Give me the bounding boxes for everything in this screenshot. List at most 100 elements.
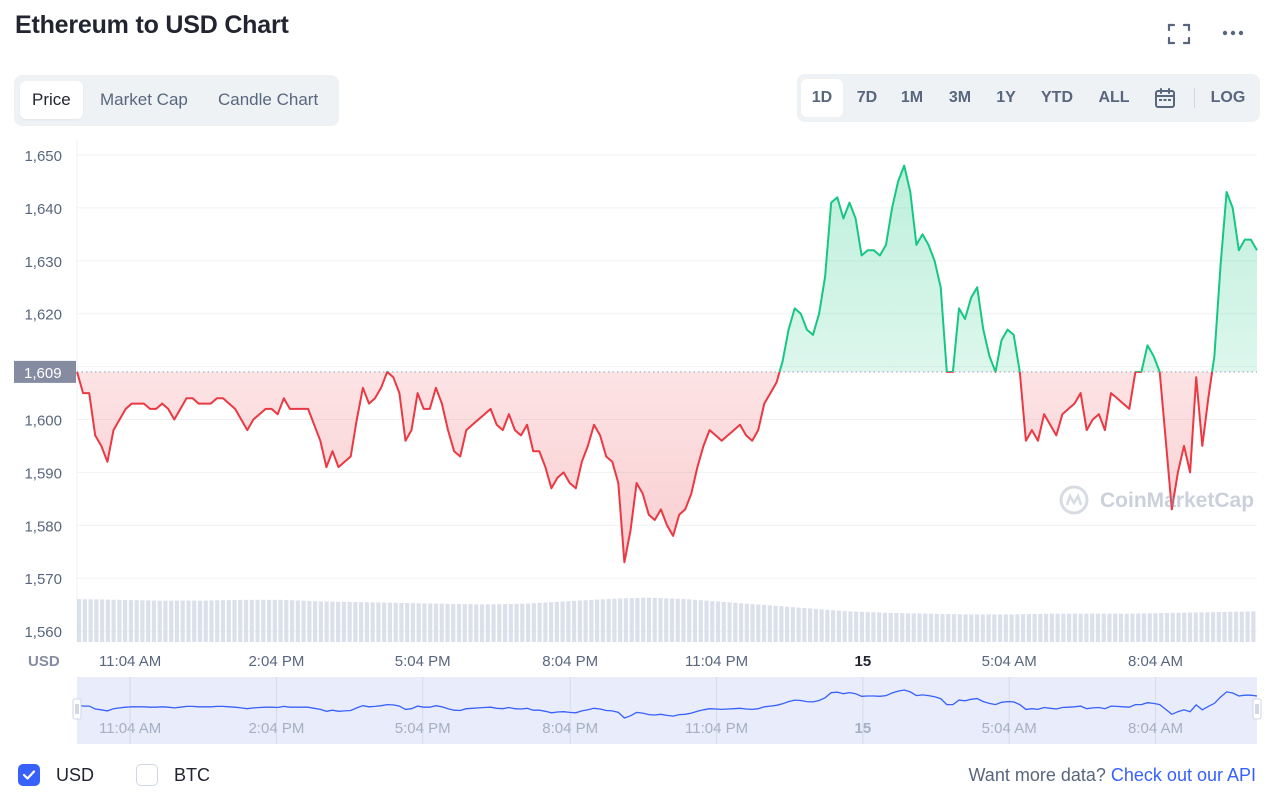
range-all[interactable]: ALL bbox=[1098, 89, 1130, 106]
navigator-label: 11:04 AM bbox=[99, 720, 161, 737]
x-tick-label: 11:04 AM bbox=[99, 653, 161, 670]
x-tick-label: 2:04 PM bbox=[248, 653, 304, 670]
volume-bar bbox=[1147, 613, 1152, 642]
volume-bar bbox=[433, 603, 439, 642]
y-tick-label: 1,600 bbox=[24, 413, 62, 430]
volume-bar bbox=[900, 613, 905, 642]
volume-bar bbox=[203, 600, 208, 642]
volume-bar bbox=[272, 599, 277, 642]
y-unit-label: USD bbox=[28, 653, 60, 670]
volume-bar bbox=[1067, 613, 1072, 642]
volume-bar bbox=[940, 613, 945, 642]
volume-bar bbox=[146, 600, 151, 642]
chart-footer: USD BTC Want more data? Check out our AP… bbox=[0, 760, 1280, 790]
volume-bar bbox=[474, 604, 479, 642]
range-1y[interactable]: 1Y bbox=[996, 89, 1016, 106]
range-7d[interactable]: 7D bbox=[856, 89, 878, 106]
volume-bar bbox=[606, 598, 611, 642]
tab-market-cap[interactable]: Market Cap bbox=[100, 90, 188, 109]
volume-bar bbox=[756, 604, 761, 642]
range-3m[interactable]: 3M bbox=[948, 89, 972, 106]
volume-bar bbox=[957, 614, 962, 642]
volume-bar bbox=[951, 614, 957, 642]
volume-bar bbox=[1159, 613, 1164, 642]
volume-bar bbox=[151, 600, 157, 642]
btc-label: BTC bbox=[174, 765, 210, 785]
volume-bar bbox=[560, 601, 565, 642]
volume-bar bbox=[157, 600, 162, 642]
range-ytd[interactable]: YTD bbox=[1041, 89, 1073, 106]
volume-bar bbox=[698, 600, 703, 642]
y-tick-label: 1,580 bbox=[24, 518, 62, 535]
api-link[interactable]: Check out our API bbox=[1110, 765, 1256, 785]
range-1d[interactable]: 1D bbox=[801, 79, 843, 117]
volume-bar bbox=[77, 599, 82, 642]
volume-bar bbox=[733, 602, 738, 642]
fullscreen-icon[interactable] bbox=[1166, 22, 1192, 46]
volume-bar bbox=[376, 602, 381, 642]
volume-bar bbox=[675, 598, 680, 642]
tab-candle-chart[interactable]: Candle Chart bbox=[218, 90, 319, 109]
price-line-down bbox=[76, 371, 1214, 564]
volume-bar bbox=[1055, 613, 1060, 642]
volume-bar bbox=[796, 607, 801, 642]
price-chart[interactable]: 1,6501,6401,6301,6201,6101,6001,5901,580… bbox=[0, 130, 1280, 750]
volume-bar bbox=[623, 598, 629, 642]
volume-bar bbox=[1164, 612, 1170, 642]
volume-bar bbox=[468, 604, 473, 642]
volume-bar bbox=[819, 609, 824, 642]
y-tick-label: 1,560 bbox=[24, 624, 62, 641]
usd-checkbox[interactable] bbox=[18, 764, 40, 786]
range-1m[interactable]: 1M bbox=[900, 89, 924, 106]
volume-bar bbox=[238, 599, 243, 642]
volume-bar bbox=[307, 600, 312, 642]
volume-bar bbox=[387, 602, 393, 642]
btc-checkbox[interactable] bbox=[136, 764, 158, 786]
more-horizontal-icon[interactable] bbox=[1220, 23, 1246, 43]
x-tick-label: 15 bbox=[855, 653, 872, 670]
calendar-icon[interactable] bbox=[1153, 86, 1177, 110]
volume-bar bbox=[428, 603, 433, 642]
volume-bar bbox=[1113, 613, 1118, 642]
volume-bar bbox=[1015, 614, 1020, 642]
volume-bar bbox=[750, 604, 755, 642]
volume-bar bbox=[859, 611, 865, 642]
volume-bar bbox=[658, 598, 663, 642]
tab-price[interactable]: Price bbox=[20, 81, 83, 119]
volume-bar bbox=[888, 612, 893, 642]
volume-bar bbox=[1136, 613, 1141, 642]
volume-bar bbox=[180, 600, 185, 642]
volume-bar bbox=[249, 599, 254, 642]
volume-bar bbox=[721, 601, 726, 642]
navigator-background[interactable] bbox=[77, 677, 1257, 744]
volume-bar bbox=[963, 614, 968, 642]
volume-bar bbox=[370, 602, 375, 642]
volume-bar bbox=[192, 600, 197, 642]
volume-bar bbox=[364, 602, 370, 642]
check-icon bbox=[22, 770, 36, 780]
volume-bar bbox=[1026, 614, 1031, 642]
navigator-label: 11:04 PM bbox=[685, 720, 748, 737]
volume-bar bbox=[301, 600, 306, 642]
volume-bar bbox=[1101, 613, 1106, 642]
chart-title: Ethereum to USD Chart bbox=[15, 11, 289, 39]
volume-bar bbox=[359, 602, 364, 642]
volume-bar bbox=[324, 601, 329, 642]
volume-bar bbox=[82, 599, 87, 642]
volume-bar bbox=[416, 603, 421, 642]
volume-bar bbox=[1009, 614, 1014, 642]
volume-bar bbox=[600, 599, 606, 642]
navigator-handle-left[interactable] bbox=[72, 698, 82, 720]
volume-bar bbox=[595, 599, 600, 642]
x-tick-label: 8:04 PM bbox=[542, 653, 598, 670]
volume-bar bbox=[261, 599, 266, 642]
volume-bar bbox=[220, 600, 226, 642]
y-tick-label: 1,630 bbox=[24, 254, 62, 271]
y-tick-label: 1,590 bbox=[24, 465, 62, 482]
volume-bar bbox=[341, 601, 346, 642]
volume-bar bbox=[1049, 613, 1054, 642]
log-scale-toggle[interactable]: LOG bbox=[1210, 89, 1246, 106]
volume-bar bbox=[105, 599, 110, 642]
volume-bar bbox=[502, 604, 508, 642]
navigator-handle-right[interactable] bbox=[1252, 698, 1262, 720]
